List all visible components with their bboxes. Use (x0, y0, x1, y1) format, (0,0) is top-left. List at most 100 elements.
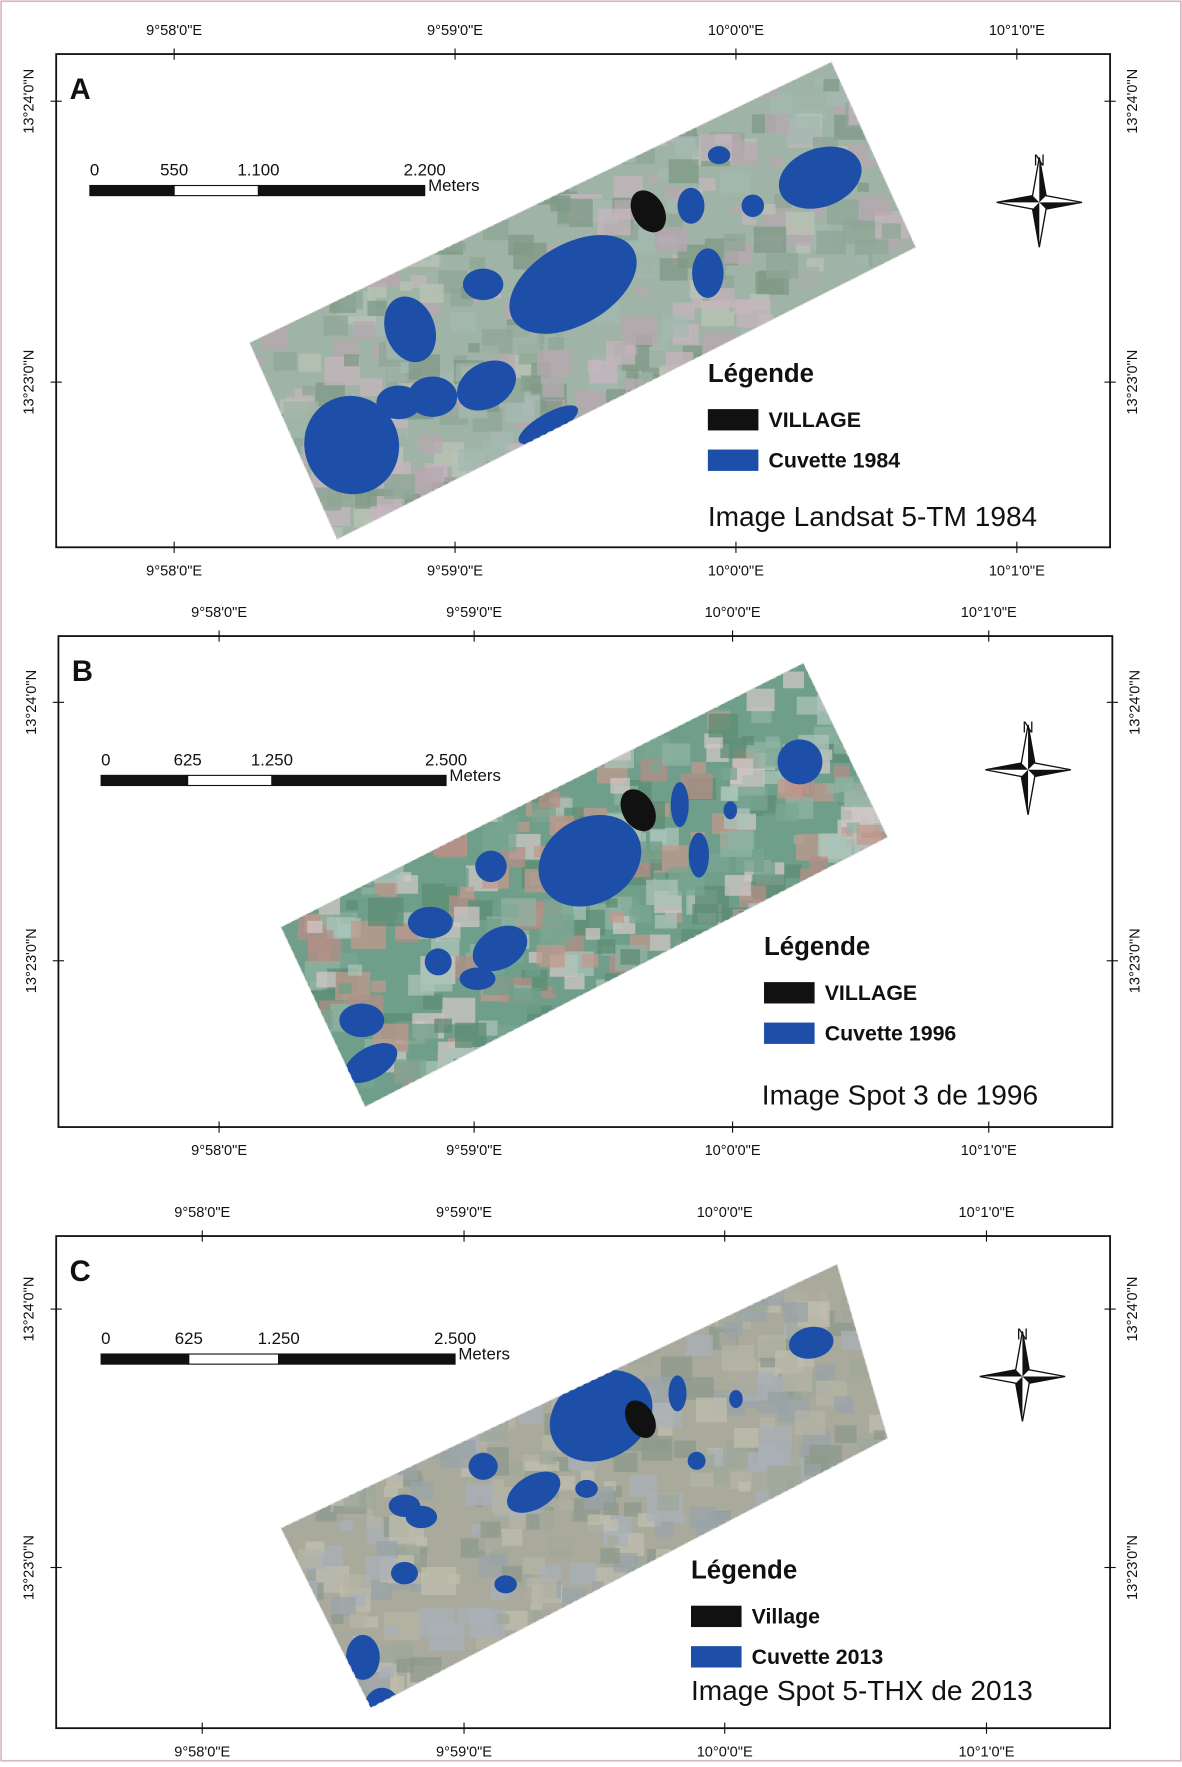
image-texture (542, 380, 564, 397)
scale-segment (189, 1354, 279, 1364)
image-texture (339, 983, 352, 993)
image-texture (738, 1482, 750, 1492)
image-texture (576, 1525, 604, 1548)
tick-label: 13°24'0"N (1125, 1277, 1141, 1342)
image-texture (405, 1024, 438, 1051)
image-texture (723, 1448, 748, 1468)
image-texture (537, 350, 572, 378)
scale-unit: Meters (458, 1345, 509, 1364)
image-texture (656, 227, 687, 252)
image-texture (408, 975, 434, 996)
image-texture (626, 369, 638, 379)
image-texture (725, 875, 751, 896)
water-body (463, 269, 503, 300)
image-caption: Image Spot 5-THX de 2013 (691, 1675, 1033, 1706)
image-texture (636, 286, 648, 295)
tick-label: 10°0'0"E (708, 563, 764, 579)
image-texture (481, 1522, 501, 1538)
tick-label: 9°59'0"E (446, 605, 502, 621)
image-texture (645, 1460, 658, 1470)
image-texture (297, 931, 309, 940)
image-texture (331, 1614, 343, 1624)
image-texture (754, 227, 787, 253)
image-texture (641, 1436, 672, 1461)
tick-label: 13°24'0"N (24, 670, 40, 735)
image-texture (609, 911, 624, 923)
image-texture (783, 672, 804, 689)
image-texture (316, 972, 335, 987)
tick-label: 9°58'0"E (191, 605, 247, 621)
scale-label: 1.100 (237, 160, 279, 179)
tick-label: 13°24'0"N (1125, 69, 1141, 134)
image-texture (724, 1322, 743, 1337)
scale-label: 0 (101, 1329, 110, 1348)
image-texture (537, 945, 565, 968)
tick-label: 10°1'0"E (958, 1205, 1014, 1221)
image-texture (396, 1659, 413, 1673)
water-body (391, 1562, 418, 1584)
tick-label: 9°58'0"E (174, 1744, 230, 1760)
image-texture (647, 174, 659, 184)
image-texture (834, 1425, 856, 1443)
image-texture (468, 343, 480, 352)
image-texture (709, 714, 739, 738)
image-texture (816, 231, 845, 255)
image-texture (738, 787, 768, 811)
water-body (708, 146, 730, 164)
image-texture (423, 994, 443, 1010)
tick-label: 9°58'0"E (146, 23, 202, 39)
image-texture (603, 1519, 618, 1531)
water-body (475, 851, 506, 882)
image-texture (686, 1377, 714, 1400)
image-caption: Image Landsat 5-TM 1984 (708, 501, 1037, 532)
scale-label: 625 (174, 750, 202, 769)
legend-item: VILLAGE (825, 981, 917, 1005)
image-texture (797, 697, 819, 715)
image-texture (385, 1626, 397, 1636)
image-texture (434, 1019, 452, 1033)
image-texture (460, 887, 474, 898)
image-texture (298, 1549, 321, 1568)
scale-segment (101, 775, 188, 785)
tick-label: 13°23'0"N (24, 928, 40, 993)
image-texture (465, 1483, 493, 1505)
tick-label: 9°59'0"E (436, 1205, 492, 1221)
image-texture (762, 204, 775, 215)
tick-label: 10°0'0"E (697, 1205, 753, 1221)
image-texture (646, 880, 678, 905)
image-texture (650, 935, 670, 951)
water-body (339, 1003, 384, 1037)
image-texture (272, 379, 295, 397)
image-texture (765, 1376, 784, 1391)
image-texture (771, 156, 783, 166)
legend-swatch (691, 1646, 742, 1667)
image-texture (747, 689, 775, 711)
image-texture (451, 312, 476, 332)
image-texture (756, 1481, 769, 1491)
image-texture (854, 255, 869, 267)
water-body (742, 194, 764, 216)
image-texture (368, 898, 404, 926)
legend-item: Village (752, 1605, 821, 1629)
image-texture (274, 352, 297, 370)
legend-item: Cuvette 1984 (769, 449, 901, 473)
image-texture (384, 474, 415, 499)
scale-segment (174, 186, 258, 196)
image-caption: Image Spot 3 de 1996 (762, 1080, 1038, 1111)
image-texture (545, 224, 569, 243)
image-texture (416, 1537, 428, 1546)
image-texture (792, 86, 827, 114)
scale-segment (101, 1354, 189, 1364)
image-texture (608, 1536, 620, 1545)
tick-label: 13°23'0"N (22, 350, 38, 415)
image-texture (720, 738, 745, 758)
image-texture (603, 1503, 618, 1515)
image-texture (508, 1462, 525, 1475)
scale-segment (90, 186, 174, 196)
image-texture (600, 1548, 619, 1563)
image-texture (766, 253, 798, 279)
legend-item: Cuvette 1996 (825, 1022, 957, 1046)
scale-segment (279, 1354, 455, 1364)
figure: 9°58'0"E 9°59'0"E 10°0'0"E 10°1'0"E 9°58'0"E… (0, 0, 1182, 1762)
tick-label: 9°59'0"E (427, 23, 483, 39)
